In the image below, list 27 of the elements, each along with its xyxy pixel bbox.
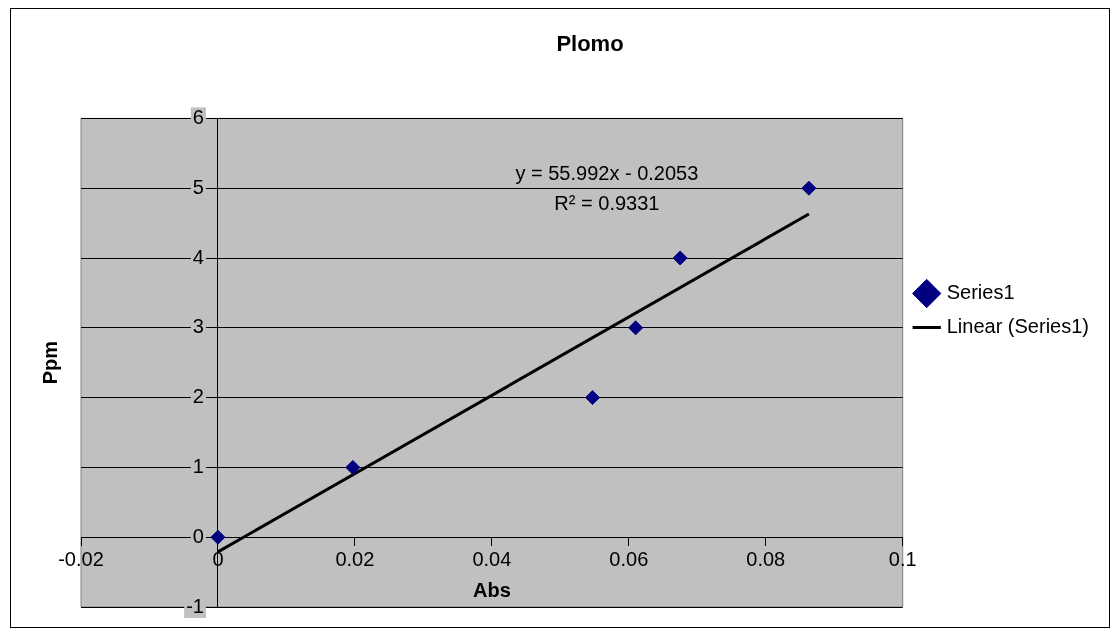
x-tick-label: -0.02 [58,547,104,570]
x-tick-label: 0.04 [472,547,512,570]
point [345,459,361,475]
legend-label: Series1 [946,281,1015,304]
y-tick-label: 5 [192,175,204,198]
y-tick-label: -1 [186,594,204,617]
y-tick-label: 2 [192,385,204,408]
annotation: y = 55.992x - 0.2053 [515,162,699,185]
x-tick-label: 0.06 [609,547,649,570]
y-tick-label: 6 [192,105,204,128]
y-axis-title: Ppm [38,341,61,385]
chart-title: Plomo [556,31,624,57]
y-tick-label: 4 [192,245,204,268]
point [672,250,688,266]
y-tick-label: 1 [192,454,204,477]
x-tick-label: 0.08 [746,547,786,570]
point [801,180,817,196]
x-axis-title: Abs [472,578,511,601]
point [210,529,226,545]
point [585,390,601,406]
legend-label: Linear (Series1) [946,315,1090,338]
x-tick-label: 0.02 [335,547,375,570]
point [628,320,644,336]
annotation: R² = 0.9331 [554,192,660,215]
x-tick-label: 0.1 [888,547,917,570]
y-tick-label: 0 [192,524,204,547]
y-tick-label: 3 [192,315,204,338]
